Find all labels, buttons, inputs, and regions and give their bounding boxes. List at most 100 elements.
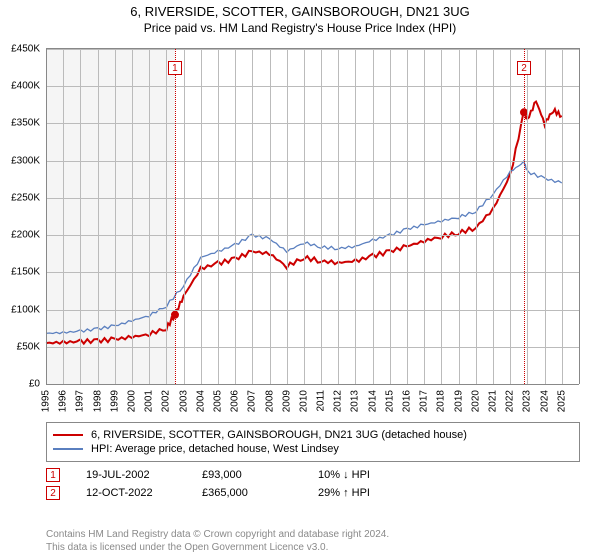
chart-lines-svg bbox=[46, 49, 579, 384]
x-tick-label: 2016 bbox=[402, 390, 413, 412]
x-gridline bbox=[338, 49, 339, 384]
x-tick-label: 2005 bbox=[212, 390, 223, 412]
y-tick-label: £450K bbox=[11, 44, 40, 55]
marker-table-id-box: 1 bbox=[46, 468, 60, 482]
legend-series-row: 6, RIVERSIDE, SCOTTER, GAINSBOROUGH, DN2… bbox=[53, 429, 573, 441]
x-tick-label: 2025 bbox=[556, 390, 567, 412]
x-tick-label: 2011 bbox=[316, 390, 327, 412]
chart-plot-area: £0£50K£100K£150K£200K£250K£300K£350K£400… bbox=[46, 48, 580, 384]
x-gridline bbox=[407, 49, 408, 384]
x-tick-label: 2002 bbox=[161, 390, 172, 412]
x-gridline bbox=[98, 49, 99, 384]
marker-table-row: 1 19-JUL-2002 £93,000 10% ↓ HPI bbox=[46, 468, 580, 482]
y-tick-label: £50K bbox=[17, 341, 40, 352]
x-gridline bbox=[441, 49, 442, 384]
marker-table-date: 19-JUL-2002 bbox=[86, 469, 176, 481]
x-tick-label: 2017 bbox=[419, 390, 430, 412]
x-tick-label: 1997 bbox=[75, 390, 86, 412]
chart-title-block: 6, RIVERSIDE, SCOTTER, GAINSBOROUGH, DN2… bbox=[0, 0, 600, 35]
footer-line1: Contains HM Land Registry data © Crown c… bbox=[46, 528, 580, 541]
x-gridline bbox=[424, 49, 425, 384]
y-tick-label: £0 bbox=[29, 379, 40, 390]
marker-vertical-line bbox=[524, 49, 525, 384]
x-gridline bbox=[304, 49, 305, 384]
x-tick-label: 2003 bbox=[178, 390, 189, 412]
legend-area: 6, RIVERSIDE, SCOTTER, GAINSBOROUGH, DN2… bbox=[46, 422, 580, 504]
y-gridline bbox=[46, 235, 579, 236]
x-tick-label: 1996 bbox=[58, 390, 69, 412]
marker-table-price: £93,000 bbox=[202, 469, 292, 481]
footer-line2: This data is licensed under the Open Gov… bbox=[46, 541, 580, 554]
x-tick-label: 2014 bbox=[367, 390, 378, 412]
x-gridline bbox=[115, 49, 116, 384]
x-gridline bbox=[201, 49, 202, 384]
x-tick-label: 2001 bbox=[144, 390, 155, 412]
x-tick-label: 2015 bbox=[384, 390, 395, 412]
footer-attribution: Contains HM Land Registry data © Crown c… bbox=[46, 528, 580, 554]
x-gridline bbox=[46, 49, 47, 384]
x-gridline bbox=[252, 49, 253, 384]
x-gridline bbox=[476, 49, 477, 384]
x-gridline bbox=[562, 49, 563, 384]
marker-label-box: 1 bbox=[168, 61, 182, 75]
x-gridline bbox=[321, 49, 322, 384]
x-gridline bbox=[149, 49, 150, 384]
y-tick-label: £250K bbox=[11, 192, 40, 203]
y-tick-label: £350K bbox=[11, 118, 40, 129]
marker-table: 1 19-JUL-2002 £93,000 10% ↓ HPI 2 12-OCT-2022… bbox=[46, 468, 580, 500]
y-tick-label: £200K bbox=[11, 230, 40, 241]
x-gridline bbox=[218, 49, 219, 384]
x-gridline bbox=[132, 49, 133, 384]
x-gridline bbox=[390, 49, 391, 384]
marker-table-row: 212-OCT-2022£365,00029% ↑ HPI bbox=[46, 486, 580, 500]
x-gridline bbox=[235, 49, 236, 384]
x-gridline bbox=[270, 49, 271, 384]
marker-table-id-box: 2 bbox=[46, 486, 60, 500]
legend-series-box: 6, RIVERSIDE, SCOTTER, GAINSBOROUGH, DN2… bbox=[46, 422, 580, 462]
x-gridline bbox=[80, 49, 81, 384]
x-tick-label: 2000 bbox=[126, 390, 137, 412]
x-gridline bbox=[493, 49, 494, 384]
x-tick-label: 2019 bbox=[453, 390, 464, 412]
y-gridline bbox=[46, 161, 579, 162]
chart-title-line1: 6, RIVERSIDE, SCOTTER, GAINSBOROUGH, DN2… bbox=[0, 4, 600, 19]
x-gridline bbox=[527, 49, 528, 384]
x-gridline bbox=[510, 49, 511, 384]
x-tick-label: 2006 bbox=[230, 390, 241, 412]
x-tick-label: 1999 bbox=[109, 390, 120, 412]
y-gridline bbox=[46, 384, 579, 385]
x-tick-label: 2008 bbox=[264, 390, 275, 412]
x-gridline bbox=[355, 49, 356, 384]
marker-table-delta: 10% ↓ HPI bbox=[318, 469, 408, 481]
x-tick-label: 1995 bbox=[41, 390, 52, 412]
y-tick-label: £400K bbox=[11, 81, 40, 92]
x-gridline bbox=[184, 49, 185, 384]
y-gridline bbox=[46, 198, 579, 199]
y-tick-label: £150K bbox=[11, 267, 40, 278]
legend-series-row: HPI: Average price, detached house, West… bbox=[53, 443, 573, 455]
y-tick-label: £100K bbox=[11, 304, 40, 315]
y-gridline bbox=[46, 86, 579, 87]
x-tick-label: 2013 bbox=[350, 390, 361, 412]
x-tick-label: 2004 bbox=[195, 390, 206, 412]
y-gridline bbox=[46, 272, 579, 273]
x-tick-label: 2020 bbox=[470, 390, 481, 412]
x-gridline bbox=[373, 49, 374, 384]
x-tick-label: 2018 bbox=[436, 390, 447, 412]
x-tick-label: 2010 bbox=[298, 390, 309, 412]
y-gridline bbox=[46, 123, 579, 124]
x-tick-label: 1998 bbox=[92, 390, 103, 412]
y-gridline bbox=[46, 49, 579, 50]
x-tick-label: 2023 bbox=[522, 390, 533, 412]
y-gridline bbox=[46, 347, 579, 348]
x-gridline bbox=[459, 49, 460, 384]
x-gridline bbox=[63, 49, 64, 384]
marker-label-box: 2 bbox=[517, 61, 531, 75]
x-gridline bbox=[545, 49, 546, 384]
x-tick-label: 2012 bbox=[333, 390, 344, 412]
marker-table-delta: 29% ↑ HPI bbox=[318, 487, 408, 499]
legend-color-swatch bbox=[53, 448, 83, 450]
marker-table-date: 12-OCT-2022 bbox=[86, 487, 176, 499]
y-tick-label: £300K bbox=[11, 155, 40, 166]
x-tick-label: 2024 bbox=[539, 390, 550, 412]
